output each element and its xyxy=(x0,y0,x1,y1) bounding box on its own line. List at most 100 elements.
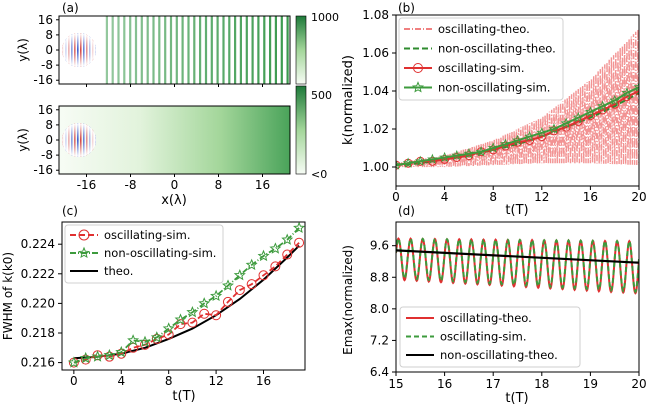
y-tick-label: 9.6 xyxy=(370,239,389,253)
panel-a-label: (a) xyxy=(62,1,79,15)
non-oscillating-sim-marker xyxy=(221,279,234,291)
pulse-fade xyxy=(62,123,96,157)
non-oscillating-sim-marker xyxy=(633,81,639,92)
legend-box xyxy=(64,224,224,284)
pulse-bottom xyxy=(62,123,96,157)
panel-c: 0 4 8 12 16 0.216 0.218 0.220 0.222 0.224 (c) t(T… xyxy=(1,204,306,404)
non-oscillating-sim-marker xyxy=(451,149,463,161)
wave-stripe xyxy=(181,16,184,84)
non-oscillating-sim-marker xyxy=(150,331,163,343)
panel-a-xlabel: x(λ) xyxy=(161,193,187,208)
legend-label: oscillating-theo. xyxy=(438,22,530,36)
non-oscillating-sim-marker xyxy=(584,106,596,117)
panel-d: 15 16 17 18 19 20 6.4 7.2 8.0 8.8 9.6 (d) t(T) Ema… xyxy=(341,204,647,406)
oscillating-sim-marker xyxy=(452,153,462,162)
legend-label: non-oscillating-theo. xyxy=(440,348,558,362)
panel-b-label: (b) xyxy=(398,1,415,15)
wave-stripe xyxy=(245,16,248,84)
non-oscillating-sim-marker xyxy=(186,305,199,318)
legend-label: oscillating-sim. xyxy=(438,61,524,75)
x-tick-label: 15 xyxy=(388,377,403,391)
non-oscillating-sim-marker xyxy=(536,127,548,138)
non-oscillating-sim-marker xyxy=(524,130,536,142)
panel-a-top-heatmap xyxy=(58,15,291,85)
oscillating-sim-marker xyxy=(464,151,474,161)
y-tick-label: 16 xyxy=(38,103,53,117)
panel-b-xlabel: t(T) xyxy=(505,203,528,218)
y-tick-label: 0.220 xyxy=(21,296,55,310)
x-tick-label: -8 xyxy=(125,178,137,192)
panel-c-xlabel: t(T) xyxy=(172,389,195,404)
panel-d-label: (d) xyxy=(398,204,415,218)
oscillating-sim-marker xyxy=(80,354,91,365)
panel-b-legend: oscillating-theo. non-oscillating-theo. os… xyxy=(398,17,564,101)
legend-marker xyxy=(411,81,425,93)
x-tick-label: 0 xyxy=(70,374,78,388)
wave-stripe xyxy=(228,16,231,84)
y-tick-label: -16 xyxy=(33,73,53,87)
oscillating-sim-marker xyxy=(246,279,257,290)
non-oscillating-sim-marker xyxy=(67,356,80,368)
non-oscillating-sim-marker xyxy=(548,123,560,134)
y-tick-label: 0.222 xyxy=(21,267,55,281)
y-tick-label: 1.06 xyxy=(362,46,389,60)
x-tick-label: 16 xyxy=(255,178,270,192)
y-tick-label: 8.0 xyxy=(370,302,389,316)
wave-stripe xyxy=(257,16,260,84)
x-tick-label: 4 xyxy=(441,190,449,204)
x-tick-label: 12 xyxy=(534,190,549,204)
legend-label: oscillating-theo. xyxy=(440,311,532,325)
wave-stripe xyxy=(140,16,143,84)
y-tick-label: 7.2 xyxy=(370,333,389,347)
non-oscillating-sim-marker xyxy=(396,159,402,170)
y-tick-label: 8 xyxy=(45,118,53,132)
wave-stripe xyxy=(111,16,114,84)
oscillating-sim-marker xyxy=(163,329,174,340)
legend-marker xyxy=(77,246,91,259)
x-tick-label: 8 xyxy=(165,374,173,388)
non-oscillating-sim-marker xyxy=(597,100,608,111)
wave-stripe xyxy=(117,16,120,84)
wave-stripe xyxy=(239,16,242,84)
x-tick-label: 8 xyxy=(489,190,497,204)
wave-stripe xyxy=(134,16,138,84)
x-tick-label: 4 xyxy=(117,374,125,388)
non-oscillating-sim-marker xyxy=(281,233,294,245)
y-tick-label: 8 xyxy=(45,28,53,42)
panel-b-ylabel: k(normalized) xyxy=(341,55,356,145)
x-tick-label: -16 xyxy=(77,178,97,192)
non-oscillating-sim-marker xyxy=(79,351,92,364)
panel-c-legend: oscillating-sim. non-oscillating-sim. theo… xyxy=(64,224,224,284)
y-tick-label: -8 xyxy=(41,58,53,72)
oscillating-sim-marker xyxy=(294,237,305,248)
y-tick-label: 1.00 xyxy=(362,160,389,174)
oscillating-sim-marker xyxy=(282,249,293,260)
wave-stripe xyxy=(204,16,208,84)
wave-stripe xyxy=(123,16,126,84)
non-oscillating-sim-marker xyxy=(609,94,621,106)
oscillating-sim-marker xyxy=(139,339,150,350)
x-tick-label: 0 xyxy=(171,178,179,192)
wave-stripe xyxy=(152,16,155,84)
wave-stripe xyxy=(251,16,254,84)
wave-stripe xyxy=(158,16,161,84)
panel-a-ylabel-bottom: y(λ) xyxy=(16,128,30,152)
x-tick-label: 20 xyxy=(631,377,646,391)
wave-stripe xyxy=(222,16,225,84)
x-tick-label: 16 xyxy=(583,190,598,204)
non-oscillating-sim-marker xyxy=(162,322,175,334)
panel-d-xlabel: t(T) xyxy=(505,391,528,406)
panel-d-ylabel: Emax(normalized) xyxy=(341,245,355,355)
wave-stripe xyxy=(146,16,149,84)
y-tick-label: 16 xyxy=(38,13,53,27)
y-tick-label: 8.8 xyxy=(370,270,389,284)
wave-stripe xyxy=(234,16,237,84)
non-oscillating-sim-marker xyxy=(560,117,572,128)
non-oscillating-sim-marker xyxy=(210,289,223,302)
colorbar-tick-label: <0 xyxy=(311,168,327,181)
legend-label: non-oscillating-sim. xyxy=(438,81,550,95)
oscillating-sim-marker xyxy=(634,86,639,96)
oscillating-sim-marker xyxy=(270,261,281,272)
y-tick-label: 0.216 xyxy=(21,356,55,370)
